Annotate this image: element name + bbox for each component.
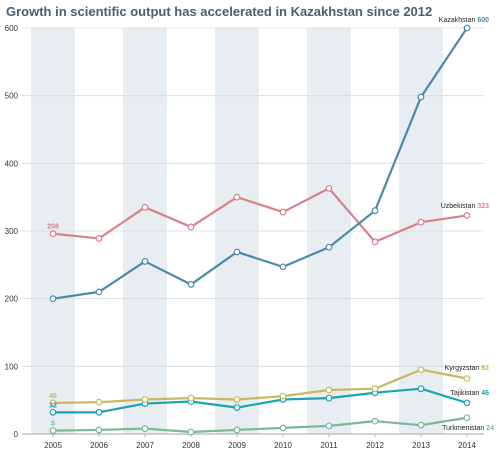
data-point bbox=[279, 424, 287, 432]
series-end-value: 323 bbox=[477, 203, 489, 210]
x-tick-label: 2011 bbox=[320, 441, 338, 450]
data-point bbox=[187, 223, 195, 231]
x-tick-label: 2013 bbox=[412, 441, 430, 450]
data-point bbox=[141, 425, 149, 432]
x-tick-label: 2009 bbox=[228, 441, 246, 450]
data-point bbox=[325, 386, 333, 394]
data-point bbox=[233, 404, 241, 412]
data-point bbox=[187, 281, 195, 288]
data-point bbox=[463, 24, 471, 32]
series-end-label: Turkmenistan 24 bbox=[442, 425, 494, 432]
data-point bbox=[49, 230, 57, 238]
data-point bbox=[233, 396, 241, 403]
data-point bbox=[417, 93, 425, 101]
data-point bbox=[325, 184, 333, 192]
y-tick-label: 500 bbox=[5, 92, 19, 101]
series-end-value: 82 bbox=[481, 365, 489, 372]
series-name: Tajikistan bbox=[450, 390, 481, 397]
data-point bbox=[371, 207, 379, 215]
data-point bbox=[141, 203, 149, 211]
data-point bbox=[463, 414, 471, 422]
series-line bbox=[52, 416, 468, 434]
series-line bbox=[53, 387, 468, 414]
data-point bbox=[325, 394, 333, 402]
series-line bbox=[52, 187, 468, 243]
data-point bbox=[49, 399, 57, 407]
y-tick-label: 400 bbox=[5, 159, 19, 168]
series-end-label: Kazakhstan 600 bbox=[439, 17, 489, 24]
series-end-value: 600 bbox=[477, 17, 489, 24]
data-point bbox=[463, 375, 471, 382]
data-point bbox=[371, 385, 379, 393]
data-point bbox=[279, 392, 287, 400]
y-tick-label: 600 bbox=[5, 24, 19, 33]
start-value-label: 46 bbox=[49, 393, 57, 400]
x-tick-label: 2008 bbox=[182, 441, 200, 450]
data-point bbox=[49, 408, 57, 416]
data-point bbox=[325, 243, 333, 251]
data-point bbox=[417, 366, 425, 374]
data-point bbox=[187, 428, 195, 436]
series-line bbox=[52, 368, 468, 404]
data-point bbox=[417, 421, 425, 429]
data-point bbox=[371, 238, 379, 246]
x-tick-label: 2010 bbox=[274, 441, 292, 450]
x-tick-label: 2007 bbox=[136, 441, 154, 450]
y-tick-label: 0 bbox=[14, 430, 19, 439]
y-tick-label: 200 bbox=[5, 295, 19, 304]
series-end-label: Uzbekistan 323 bbox=[441, 203, 489, 210]
data-point bbox=[417, 385, 425, 393]
series-end-value: 24 bbox=[486, 425, 494, 432]
data-point bbox=[233, 426, 241, 434]
series-end-label: Kyrgyzstan 82 bbox=[445, 365, 489, 372]
data-point bbox=[279, 208, 287, 216]
x-tick-label: 2005 bbox=[44, 441, 62, 450]
y-tick-label: 300 bbox=[5, 227, 19, 236]
data-point bbox=[49, 295, 57, 303]
data-point bbox=[187, 394, 195, 402]
chart-title: Growth in scientific output has accelera… bbox=[6, 4, 433, 19]
data-point bbox=[233, 248, 241, 256]
data-point bbox=[371, 417, 379, 425]
data-point bbox=[49, 427, 57, 435]
data-point bbox=[141, 396, 149, 403]
x-tick-label: 2012 bbox=[366, 441, 384, 450]
series-end-value: 46 bbox=[481, 390, 489, 397]
x-tick-label: 2014 bbox=[458, 441, 476, 450]
series-end-label: Tajikistan 46 bbox=[450, 390, 489, 397]
data-point bbox=[233, 193, 241, 201]
start-value-label: 32 bbox=[49, 402, 57, 409]
data-point bbox=[463, 399, 471, 407]
series-name: Turkmenistan bbox=[442, 425, 486, 432]
data-point bbox=[141, 258, 149, 265]
data-point bbox=[279, 263, 287, 271]
series-name: Uzbekistan bbox=[441, 203, 478, 210]
start-value-label: 5 bbox=[51, 421, 55, 428]
data-point bbox=[95, 288, 103, 296]
series-name: Kazakhstan bbox=[439, 17, 478, 24]
start-value-label: 298 bbox=[47, 224, 59, 231]
data-point bbox=[417, 218, 425, 226]
data-point bbox=[95, 398, 103, 406]
data-point bbox=[95, 426, 103, 434]
data-point bbox=[95, 408, 103, 416]
data-point bbox=[95, 235, 103, 242]
series-name: Kyrgyzstan bbox=[445, 365, 482, 372]
data-point bbox=[463, 212, 471, 219]
data-point bbox=[325, 422, 333, 430]
x-tick-label: 2006 bbox=[90, 441, 108, 450]
y-tick-label: 100 bbox=[5, 362, 19, 371]
series-line bbox=[52, 27, 468, 300]
